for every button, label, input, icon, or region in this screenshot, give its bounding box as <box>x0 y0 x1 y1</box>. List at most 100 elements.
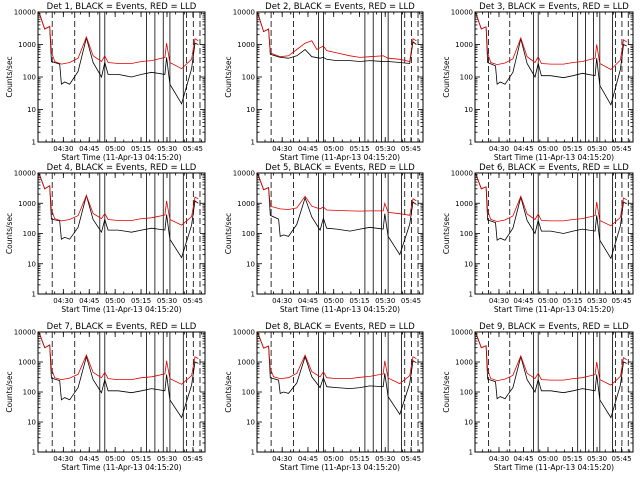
x-tick-label: 05:15 <box>131 145 151 153</box>
y-tick-label: 10000 <box>233 329 255 337</box>
series-events-line <box>38 332 199 419</box>
y-tick-label: 1000 <box>455 41 473 49</box>
y-tick-label: 100 <box>242 389 255 397</box>
x-tick-label: 04:30 <box>489 455 509 463</box>
y-tick-label: 10000 <box>451 170 473 178</box>
panel-plot-area <box>257 332 419 452</box>
y-tick-label: 1 <box>32 139 36 147</box>
x-tick-label: 05:45 <box>611 145 631 153</box>
panel-plot-area <box>38 332 201 452</box>
panel-frame <box>256 11 424 143</box>
x-tick-label: 04:30 <box>272 145 292 153</box>
panel-frame <box>474 331 634 453</box>
y-tick-label: 100 <box>23 389 36 397</box>
panel-plot-area <box>38 12 201 142</box>
y-tick-label: 1000 <box>455 200 473 208</box>
panel-plot-area <box>257 12 419 142</box>
y-tick-label: 100 <box>460 389 473 397</box>
x-axis-label: Start Time (11-Apr-13 04:15:20) <box>61 153 181 162</box>
panel-title: Det 9, BLACK = Events, RED = LLD <box>479 322 629 332</box>
x-axis-label: Start Time (11-Apr-13 04:15:20) <box>494 153 614 162</box>
series-events-line <box>257 173 417 256</box>
x-tick-label: 05:45 <box>611 455 631 463</box>
x-tick-label: 04:45 <box>513 145 533 153</box>
series-lld-line <box>475 332 627 386</box>
y-axis-label: Counts/sec <box>5 371 14 412</box>
x-axis-label: Start Time (11-Apr-13 04:15:20) <box>494 463 614 472</box>
y-tick-label: 10 <box>246 106 255 114</box>
y-tick-label: 10 <box>246 419 255 427</box>
y-tick-label: 1 <box>32 291 36 299</box>
y-tick-label: 1000 <box>237 41 255 49</box>
y-tick-label: 100 <box>460 74 473 82</box>
x-axis-label: Start Time (11-Apr-13 04:15:20) <box>280 153 400 162</box>
x-tick-label: 04:45 <box>298 297 318 305</box>
panel-title: Det 7, BLACK = Events, RED = LLD <box>47 322 197 332</box>
panel-title: Det 2, BLACK = Events, RED = LLD <box>265 2 415 12</box>
y-tick-label: 1 <box>469 291 473 299</box>
y-tick-label: 10 <box>27 260 36 268</box>
y-tick-label: 1 <box>32 449 36 457</box>
series-lld-line <box>257 12 417 62</box>
x-tick-label: 04:45 <box>513 455 533 463</box>
panel-frame <box>37 331 206 453</box>
panel-det-3: Det 3, BLACK = Events, RED = LLD 1 10 100 10… <box>442 2 634 162</box>
x-axis-label: Start Time (11-Apr-13 04:15:20) <box>494 305 614 314</box>
y-tick-label: 1 <box>469 139 473 147</box>
x-tick-label: 05:15 <box>349 297 369 305</box>
series-events-line <box>257 332 417 416</box>
y-axis-label: Counts/sec <box>5 213 14 254</box>
series-lld-line <box>38 173 199 226</box>
x-tick-label: 05:45 <box>401 297 421 305</box>
series-events-line <box>38 173 199 259</box>
x-tick-label: 05:45 <box>611 297 631 305</box>
series-events-line <box>257 12 417 64</box>
y-tick-label: 10 <box>27 419 36 427</box>
y-tick-label: 100 <box>242 230 255 238</box>
x-tick-label: 05:15 <box>131 297 151 305</box>
x-tick-label: 05:00 <box>538 145 558 153</box>
x-tick-label: 04:30 <box>489 145 509 153</box>
y-tick-label: 1000 <box>18 41 36 49</box>
x-tick-label: 05:30 <box>157 297 177 305</box>
panel-plot-area <box>475 332 629 452</box>
x-tick-label: 05:30 <box>375 455 395 463</box>
x-tick-label: 05:15 <box>562 145 582 153</box>
panel-frame <box>474 172 634 295</box>
y-axis-label: Counts/sec <box>442 371 451 412</box>
series-lld-line <box>475 173 627 227</box>
x-tick-label: 04:30 <box>53 455 73 463</box>
y-tick-label: 10000 <box>233 9 255 17</box>
x-tick-label: 04:45 <box>79 145 99 153</box>
panel-det-8: Det 8, BLACK = Events, RED = LLD 1 10 100 10… <box>224 322 424 472</box>
panel-frame <box>474 11 634 143</box>
y-tick-label: 10 <box>464 419 473 427</box>
x-tick-label: 05:00 <box>105 455 125 463</box>
y-tick-label: 1 <box>251 139 255 147</box>
panel-det-2: Det 2, BLACK = Events, RED = LLD 1 10 100 10… <box>224 2 424 162</box>
y-tick-label: 100 <box>242 74 255 82</box>
x-tick-label: 04:45 <box>513 297 533 305</box>
series-lld-line <box>38 332 199 385</box>
x-tick-label: 05:00 <box>105 297 125 305</box>
panel-title: Det 6, BLACK = Events, RED = LLD <box>479 163 629 173</box>
y-tick-label: 1000 <box>18 200 36 208</box>
y-tick-label: 10000 <box>233 170 255 178</box>
y-tick-label: 1 <box>251 449 255 457</box>
y-axis-label: Counts/sec <box>442 56 451 97</box>
panel-det-9: Det 9, BLACK = Events, RED = LLD 1 10 100 10… <box>442 322 634 472</box>
y-tick-label: 100 <box>23 74 36 82</box>
x-tick-label: 05:15 <box>562 455 582 463</box>
panel-plot-area <box>475 12 629 142</box>
panel-title: Det 5, BLACK = Events, RED = LLD <box>265 163 415 173</box>
y-tick-label: 1000 <box>237 200 255 208</box>
series-lld-line <box>475 12 627 70</box>
x-tick-label: 05:00 <box>324 145 344 153</box>
x-tick-label: 05:30 <box>157 145 177 153</box>
series-lld-line <box>257 332 417 385</box>
series-events-line <box>475 173 627 260</box>
x-tick-label: 04:45 <box>79 297 99 305</box>
y-tick-label: 1 <box>251 291 255 299</box>
panel-title: Det 8, BLACK = Events, RED = LLD <box>265 322 415 332</box>
